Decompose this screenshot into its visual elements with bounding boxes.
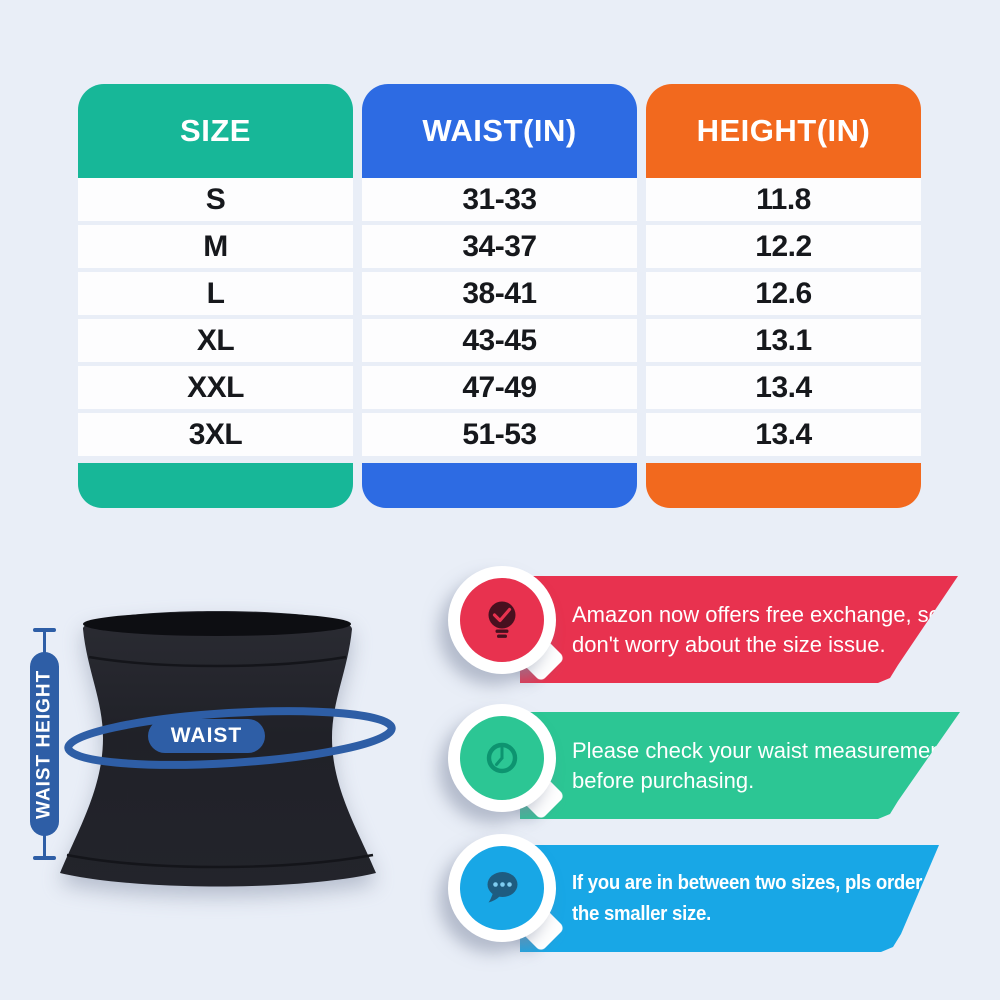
table-cell: 34-37: [362, 225, 637, 268]
lightbulb-check-icon: [488, 601, 516, 638]
table-cell: 31-33: [362, 178, 637, 221]
table-cell: S: [78, 178, 353, 221]
callout-text-line: don't worry about the size issue.: [572, 631, 886, 657]
callout-badge: [448, 566, 556, 674]
waist-measurement-ring: [64, 707, 396, 769]
table-cell: L: [78, 272, 353, 315]
waist-height-pill: WAIST HEIGHT: [30, 652, 59, 836]
table-cell: 3XL: [78, 413, 353, 456]
callout-text-line: Please check your waist measurement: [572, 737, 949, 763]
table-cell: 13.4: [646, 413, 921, 456]
table-column-height: HEIGHT(IN) 11.8 12.2 12.6 13.1 13.4 13.4: [646, 84, 921, 508]
table-cell: 43-45: [362, 319, 637, 362]
table-cell: 11.8: [646, 178, 921, 221]
callout-text-line: before purchasing.: [572, 767, 755, 793]
callout-text-line: the smaller size.: [572, 902, 711, 925]
badge-circle: [460, 846, 544, 930]
table-cell: 13.1: [646, 319, 921, 362]
callout-banner-check-measurement: Please check your waist measurement befo…: [520, 712, 960, 819]
table-cell: XL: [78, 319, 353, 362]
waist-height-label: WAIST HEIGHT: [33, 669, 55, 819]
badge-circle: [460, 716, 544, 800]
table-cell: 38-41: [362, 272, 637, 315]
callout-banner-between-sizes: If you are in between two sizes, pls ord…: [520, 845, 939, 952]
waist-label: WAIST: [170, 724, 243, 747]
height-indicator-bottom-cap: [33, 856, 56, 860]
clock-icon: [486, 742, 518, 774]
column-header-waist: WAIST(IN): [362, 84, 637, 178]
chat-bubble-icon: [487, 872, 518, 903]
table-cell: 12.2: [646, 225, 921, 268]
column-footer-bar: [646, 463, 921, 508]
waist-label-pill: WAIST: [148, 719, 265, 753]
column-footer-bar: [362, 463, 637, 508]
table-column-waist: WAIST(IN) 31-33 34-37 38-41 43-45 47-49 …: [362, 84, 637, 508]
column-header-height: HEIGHT(IN): [646, 84, 921, 178]
height-indicator-top-cap: [33, 628, 56, 632]
callout-text-line: Amazon now offers free exchange, so: [572, 601, 941, 627]
callout-badge: [448, 704, 556, 812]
table-column-size: SIZE S M L XL XXL 3XL: [78, 84, 353, 508]
badge-circle: [460, 578, 544, 662]
table-cell: XXL: [78, 366, 353, 409]
column-footer-bar: [78, 463, 353, 508]
table-cell: 13.4: [646, 366, 921, 409]
callout-badge: [448, 834, 556, 942]
table-cell: M: [78, 225, 353, 268]
callout-banner-free-exchange: Amazon now offers free exchange, so don'…: [520, 576, 958, 683]
column-header-size: SIZE: [78, 84, 353, 178]
callout-text-line: If you are in between two sizes, pls ord…: [572, 871, 923, 894]
table-cell: 12.6: [646, 272, 921, 315]
table-cell: 51-53: [362, 413, 637, 456]
table-cell: 47-49: [362, 366, 637, 409]
